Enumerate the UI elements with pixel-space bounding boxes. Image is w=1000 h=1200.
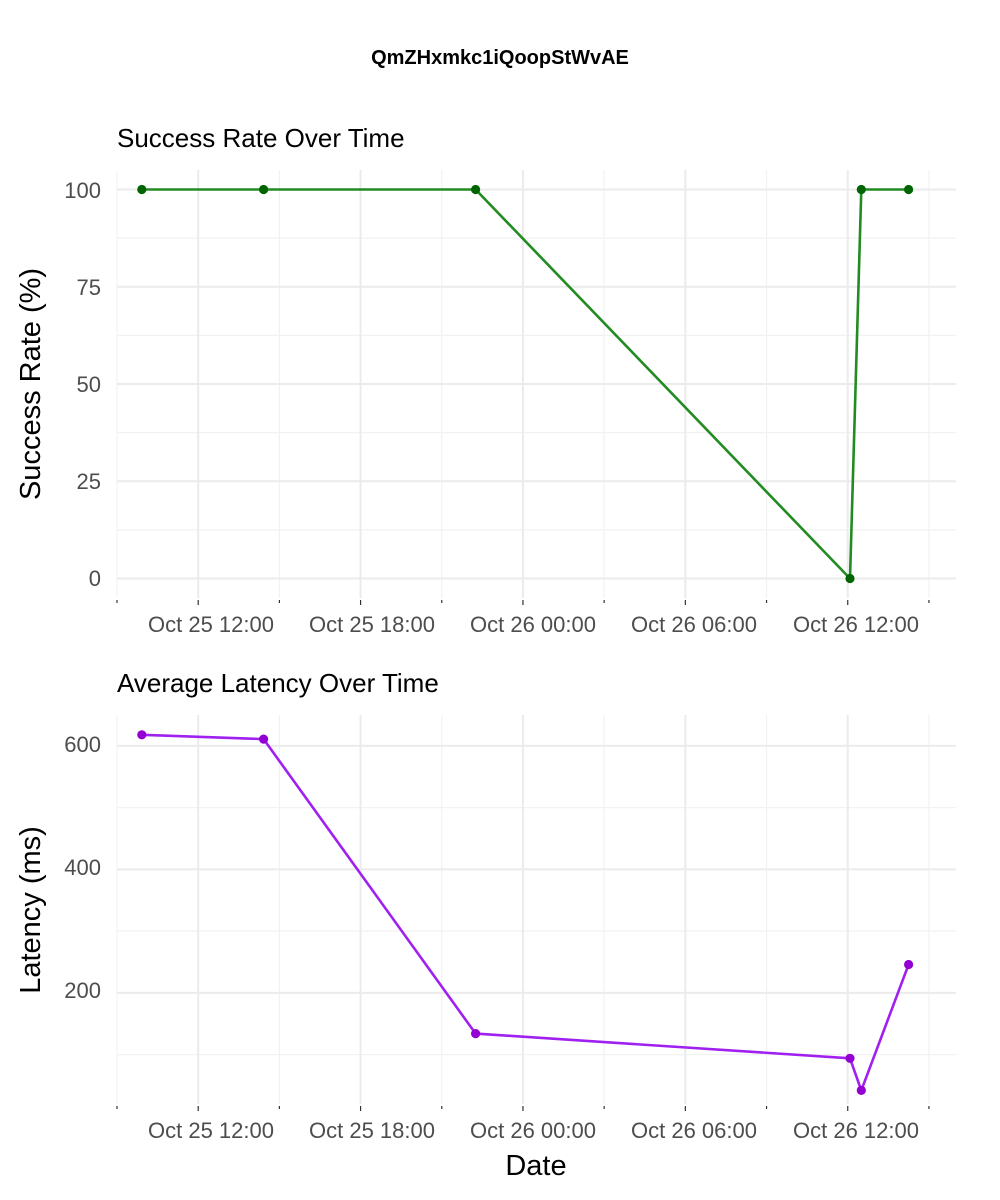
x-tick-label: Oct 25 12:00 [148, 1118, 274, 1143]
y-tick-label: 100 [64, 178, 101, 203]
data-point [137, 730, 147, 740]
data-point [856, 1085, 866, 1095]
data-point [471, 184, 481, 195]
y-tick-label: 25 [77, 469, 101, 494]
y-tick-label: 600 [64, 732, 101, 757]
data-point [845, 1053, 855, 1063]
y-tick-label: 0 [89, 566, 101, 591]
figure-title: QmZHxmkc1iQoopStWvAE [371, 47, 629, 69]
data-point [856, 184, 866, 195]
grid [116, 170, 956, 605]
x-tick-label: Oct 26 00:00 [470, 1118, 596, 1143]
x-tick-label: Oct 25 18:00 [309, 1118, 435, 1143]
panel-title: Success Rate Over Time [117, 123, 405, 153]
data-point [471, 1029, 481, 1039]
x-tick-label: Oct 25 12:00 [148, 612, 274, 637]
x-tick-label: Oct 26 12:00 [793, 612, 919, 637]
data-point [137, 184, 147, 195]
panel-title: Average Latency Over Time [117, 668, 439, 698]
data-point [904, 184, 914, 195]
x-tick-label: Oct 26 06:00 [631, 1118, 757, 1143]
y-axis-title: Latency (ms) [15, 826, 47, 994]
x-tick-label: Oct 25 18:00 [309, 612, 435, 637]
data-point [904, 959, 914, 970]
data-point [259, 184, 269, 195]
x-axis-title: Date [505, 1150, 566, 1182]
success-rate-panel: Success Rate Over Time Success Rate (%) … [15, 123, 956, 637]
y-tick-label: 75 [77, 275, 101, 300]
series-line [141, 188, 909, 580]
x-tick-label: Oct 26 12:00 [793, 1118, 919, 1143]
data-point [259, 734, 269, 744]
latency-panel: Average Latency Over Time Latency (ms) 2… [15, 668, 956, 1182]
data-point [845, 573, 855, 584]
x-tick-label: Oct 26 00:00 [470, 612, 596, 637]
y-tick-label: 200 [64, 978, 101, 1003]
grid [116, 715, 956, 1111]
y-axis-title: Success Rate (%) [15, 268, 47, 500]
y-tick-label: 50 [77, 372, 101, 397]
series-line [141, 733, 910, 1092]
y-tick-label: 400 [64, 855, 101, 880]
x-tick-label: Oct 26 06:00 [631, 612, 757, 637]
